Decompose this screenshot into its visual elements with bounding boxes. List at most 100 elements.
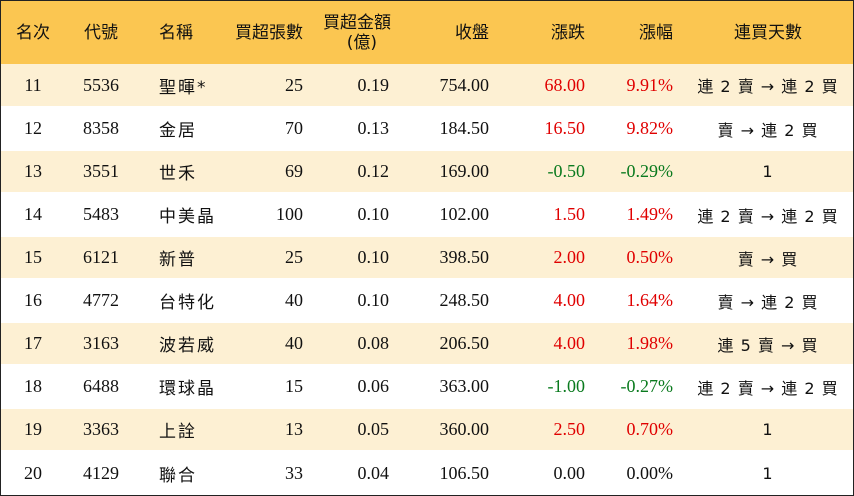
cell-name: 上詮 [137, 407, 223, 451]
cell-net-lots: 25 [223, 235, 313, 279]
cell-change: -0.50 [503, 149, 593, 193]
cell-change: 16.50 [503, 106, 593, 150]
cell-net-amount: 0.10 [313, 278, 407, 322]
cell-net-amount: 0.10 [313, 192, 407, 236]
cell-change: 2.50 [503, 407, 593, 451]
cell-close: 248.50 [407, 278, 503, 322]
cell-net-amount: 0.04 [313, 450, 407, 494]
cell-name: 環球晶 [137, 364, 223, 408]
cell-code: 3551 [65, 149, 137, 193]
cell-pct: 0.70% [593, 407, 683, 451]
cell-streak: 賣 → 連 2 買 [683, 278, 853, 322]
table-row: 15 6121 新普 25 0.10 398.50 2.00 0.50% 賣 → 買 [1, 235, 853, 279]
cell-streak: 連 2 賣 → 連 2 買 [683, 364, 853, 408]
table-row: 20 4129 聯合 33 0.04 106.50 0.00 0.00% 1 [1, 450, 853, 494]
cell-streak: 連 2 賣 → 連 2 買 [697, 77, 839, 96]
cell-name: 新普 [137, 235, 223, 279]
cell-net-lots: 15 [223, 364, 313, 408]
cell-pct: 1.64% [593, 278, 683, 322]
cell-streak: 賣 → 買 [683, 235, 853, 279]
cell-rank: 18 [1, 364, 65, 408]
cell-streak: 連 5 賣 → 買 [683, 321, 853, 365]
cell-name: 波若威 [137, 321, 223, 365]
cell-pct: -0.29% [593, 149, 683, 193]
cell-code: 8358 [65, 106, 137, 150]
header-net-amount-line2: (億) [346, 32, 377, 53]
cell-rank: 16 [1, 278, 65, 322]
cell-streak: 1 [683, 407, 853, 451]
cell-rank: 15 [1, 235, 65, 279]
table-row: 13 3551 世禾 69 0.12 169.00 -0.50 -0.29% 1 [1, 149, 853, 193]
cell-code: 5536 [83, 74, 119, 95]
cell-code: 6121 [65, 235, 137, 279]
cell-close: 102.00 [407, 192, 503, 236]
cell-net-amount: 0.10 [313, 235, 407, 279]
cell-name: 中美晶 [137, 192, 223, 236]
table-row: 17 3163 波若威 40 0.08 206.50 4.00 1.98% 連 5 賣 → 買 [1, 321, 853, 365]
header-name: 名稱 [159, 22, 193, 43]
cell-rank: 17 [1, 321, 65, 365]
cell-net-lots: 33 [223, 450, 313, 494]
cell-net-lots: 100 [223, 192, 313, 236]
cell-net-lots: 70 [223, 106, 313, 150]
cell-code: 6488 [65, 364, 137, 408]
cell-net-amount: 0.06 [313, 364, 407, 408]
cell-streak: 連 2 賣 → 連 2 買 [683, 192, 853, 236]
header-close: 收盤 [455, 22, 489, 43]
cell-pct: 9.82% [593, 106, 683, 150]
cell-close: 363.00 [407, 364, 503, 408]
cell-pct: -0.27% [593, 364, 683, 408]
header-streak: 連買天數 [734, 22, 802, 43]
cell-rank: 20 [1, 450, 65, 494]
cell-pct: 0.00% [593, 450, 683, 494]
header-change: 漲跌 [551, 22, 585, 43]
cell-pct: 1.98% [593, 321, 683, 365]
cell-close: 754.00 [439, 74, 490, 95]
cell-pct: 9.91% [626, 74, 674, 95]
cell-close: 206.50 [407, 321, 503, 365]
cell-code: 3363 [65, 407, 137, 451]
cell-change: 1.50 [503, 192, 593, 236]
cell-rank: 19 [1, 407, 65, 451]
cell-rank: 11 [24, 74, 42, 95]
cell-streak: 賣 → 連 2 買 [683, 106, 853, 150]
cell-code: 5483 [65, 192, 137, 236]
header-rank: 名次 [16, 22, 50, 43]
header-pct: 漲幅 [639, 22, 673, 43]
header-code: 代號 [84, 22, 118, 43]
cell-rank: 14 [1, 192, 65, 236]
cell-net-amount: 0.12 [313, 149, 407, 193]
cell-net-lots: 69 [223, 149, 313, 193]
cell-net-amount: 0.08 [313, 321, 407, 365]
cell-change: 68.00 [544, 74, 586, 95]
cell-net-lots: 40 [223, 321, 313, 365]
cell-streak: 1 [683, 450, 853, 494]
cell-code: 3163 [65, 321, 137, 365]
table-row: 12 8358 金居 70 0.13 184.50 16.50 9.82% 賣 → 連 2 買 [1, 106, 853, 150]
cell-net-lots: 13 [223, 407, 313, 451]
cell-name: 聯合 [137, 450, 223, 494]
header-net-amount-line1: 買超金額 [323, 12, 391, 33]
cell-close: 398.50 [407, 235, 503, 279]
cell-code: 4129 [65, 450, 137, 494]
cell-close: 360.00 [407, 407, 503, 451]
cell-net-amount: 0.19 [357, 74, 390, 95]
cell-close: 106.50 [407, 450, 503, 494]
cell-net-amount: 0.05 [313, 407, 407, 451]
cell-change: 4.00 [503, 278, 593, 322]
header-net-amount: 買超金額 (億) [313, 1, 407, 64]
table-row: 18 6488 環球晶 15 0.06 363.00 -1.00 -0.27% 連 2 賣 → … [1, 364, 853, 408]
cell-name: 台特化 [137, 278, 223, 322]
cell-name: 金居 [137, 106, 223, 150]
cell-close: 169.00 [407, 149, 503, 193]
cell-change: 2.00 [503, 235, 593, 279]
table-row: 19 3363 上詮 13 0.05 360.00 2.50 0.70% 1 [1, 407, 853, 451]
cell-streak: 1 [683, 149, 853, 193]
cell-close: 184.50 [407, 106, 503, 150]
cell-change: -1.00 [503, 364, 593, 408]
cell-change: 4.00 [503, 321, 593, 365]
cell-net-lots: 40 [223, 278, 313, 322]
cell-rank: 12 [1, 106, 65, 150]
